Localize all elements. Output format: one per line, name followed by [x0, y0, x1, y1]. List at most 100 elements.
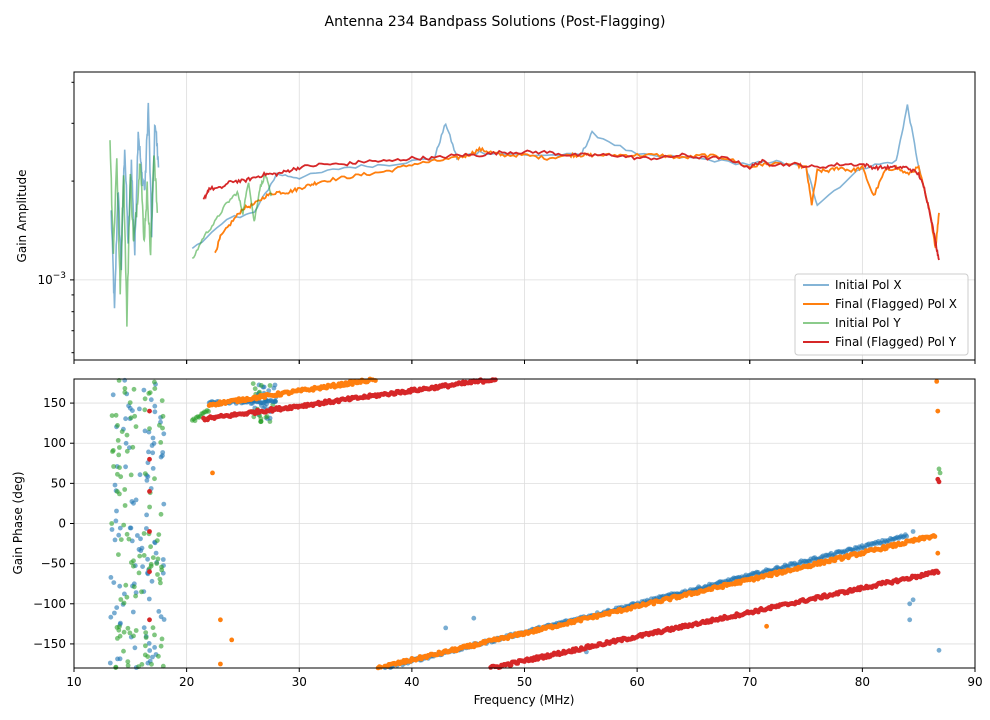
amplitude-series-initial-pol-x — [110, 102, 160, 309]
phase-point-initial-pol-y — [142, 407, 148, 413]
phase-panel: 10 20 30 40 50 60 70 80 90 −150 −100 −50 0 50 100 150 G… — [11, 376, 983, 707]
phase-point-initial-pol-x — [158, 454, 164, 460]
phase-point-initial-pol-y — [124, 531, 130, 537]
legend: Initial Pol X Final (Flagged) Pol X Init… — [794, 273, 969, 356]
phase-point-initial-pol-x — [112, 610, 117, 616]
amplitude-series-initial-pol-x — [191, 104, 939, 255]
phase-point-initial-pol-y — [111, 464, 116, 469]
phase-point-initial-pol-x — [158, 614, 164, 620]
phase-point-initial-pol-y — [131, 386, 137, 392]
phase-point-initial-pol-x — [141, 387, 147, 393]
legend-label-final-x: Final (Flagged) Pol X — [835, 297, 957, 311]
phase-point-initial-pol-y — [159, 564, 164, 570]
phase-ytick-label: 150 — [43, 396, 66, 410]
phase-point-initial-pol-y — [157, 576, 163, 582]
phase-point-initial-pol-x — [150, 450, 156, 456]
phase-point-initial-pol-y — [936, 466, 942, 472]
phase-point-initial-pol-y — [155, 572, 160, 577]
phase-point-initial-pol-y — [152, 379, 157, 385]
phase-point-initial-pol-x — [127, 405, 133, 411]
phase-point-initial-pol-y — [122, 503, 128, 508]
phase-point-initial-pol-y — [133, 628, 139, 633]
phase-point-final-flagged-pol-y — [935, 570, 941, 575]
phase-point-initial-pol-x — [115, 656, 120, 662]
phase-point-initial-pol-y — [122, 487, 128, 492]
phase-point-initial-pol-x — [145, 556, 151, 562]
phase-point-initial-pol-x — [117, 583, 123, 589]
phase-point-initial-pol-x — [116, 532, 122, 538]
phase-point-final-flagged-pol-y — [147, 456, 152, 462]
phase-point-initial-pol-y — [150, 555, 156, 560]
phase-point-initial-pol-y — [142, 396, 148, 402]
phase-point-initial-pol-y — [160, 663, 166, 669]
phase-point-initial-pol-x — [907, 601, 913, 607]
phase-point-initial-pol-y — [124, 594, 130, 600]
phase-point-initial-pol-y — [149, 661, 154, 667]
phase-point-initial-pol-y — [136, 570, 142, 576]
phase-point-initial-pol-y — [131, 563, 136, 569]
phase-point-initial-pol-x — [114, 605, 120, 610]
figure-title: Antenna 234 Bandpass Solutions (Post-Fla… — [325, 14, 666, 30]
legend-label-initial-x: Initial Pol X — [835, 278, 902, 292]
phase-point-initial-pol-y — [937, 470, 943, 476]
phase-point-initial-pol-y — [122, 390, 128, 395]
phase-point-initial-pol-y — [139, 589, 144, 595]
amplitude-series-initial-pol-y — [191, 172, 272, 259]
phase-point-initial-pol-y — [137, 553, 143, 559]
phase-point-initial-pol-y — [118, 537, 124, 542]
phase-point-final-flagged-pol-y — [147, 569, 152, 575]
phase-point-initial-pol-y — [141, 553, 147, 558]
phase-point-initial-pol-y — [130, 444, 136, 450]
amplitude-ticks: 10−3 — [37, 81, 976, 364]
phase-point-initial-pol-y — [125, 663, 131, 668]
amplitude-ylabel: Gain Amplitude — [15, 170, 29, 263]
phase-point-initial-pol-x — [907, 617, 913, 623]
phase-ytick-label: 50 — [51, 476, 66, 490]
phase-point-initial-pol-y — [114, 625, 120, 630]
phase-point-initial-pol-y — [131, 633, 136, 639]
phase-point-initial-pol-x — [129, 499, 135, 504]
phase-point-final-flagged-pol-x — [378, 664, 384, 670]
phase-point-initial-pol-y — [264, 414, 270, 419]
phase-point-initial-pol-x — [144, 526, 149, 531]
phase-point-final-flagged-pol-x — [935, 408, 941, 414]
phase-point-initial-pol-y — [158, 511, 164, 517]
phase-point-initial-pol-x — [122, 591, 127, 597]
phase-point-final-flagged-pol-x — [934, 379, 940, 384]
phase-point-initial-pol-x — [156, 609, 162, 614]
phase-point-initial-pol-x — [138, 548, 144, 554]
phase-point-initial-pol-y — [267, 383, 273, 388]
phase-ytick-label: 0 — [58, 517, 66, 531]
phase-point-initial-pol-y — [123, 582, 129, 588]
phase-point-final-flagged-pol-y — [147, 617, 152, 623]
phase-point-initial-pol-y — [258, 383, 264, 388]
phase-point-initial-pol-y — [109, 521, 115, 526]
phase-point-initial-pol-x — [112, 537, 118, 543]
phase-point-final-flagged-pol-y — [147, 489, 152, 494]
phase-point-initial-pol-y — [143, 635, 149, 640]
legend-label-final-y: Final (Flagged) Pol Y — [835, 335, 957, 349]
phase-point-initial-pol-y — [118, 474, 124, 480]
phase-point-initial-pol-y — [148, 544, 154, 550]
phase-point-initial-pol-y — [133, 593, 139, 599]
phase-point-initial-pol-y — [133, 424, 139, 429]
phase-point-initial-pol-y — [121, 522, 127, 528]
phase-point-initial-pol-y — [160, 413, 166, 419]
phase-ticks: 10 20 30 40 50 60 70 80 90 −150 −100 −50 0 50 100 150 — [33, 396, 983, 689]
phase-point-initial-pol-y — [113, 412, 119, 418]
phase-point-initial-pol-x — [137, 406, 142, 412]
phase-point-initial-pol-x — [152, 645, 158, 650]
phase-point-initial-pol-y — [117, 633, 123, 639]
phase-point-initial-pol-x — [123, 416, 128, 422]
phase-xlabel: Frequency (MHz) — [474, 693, 575, 707]
phase-point-final-flagged-pol-y — [493, 377, 498, 383]
phase-point-initial-pol-x — [936, 647, 942, 653]
phase-point-initial-pol-y — [121, 600, 127, 606]
phase-point-initial-pol-y — [132, 413, 138, 419]
phase-xtick-label: 20 — [179, 675, 194, 689]
phase-point-initial-pol-x — [133, 497, 139, 503]
phase-point-initial-pol-y — [117, 445, 122, 450]
phase-point-initial-pol-y — [116, 552, 121, 557]
phase-point-initial-pol-x — [123, 464, 128, 470]
phase-point-final-flagged-pol-x — [935, 550, 941, 556]
